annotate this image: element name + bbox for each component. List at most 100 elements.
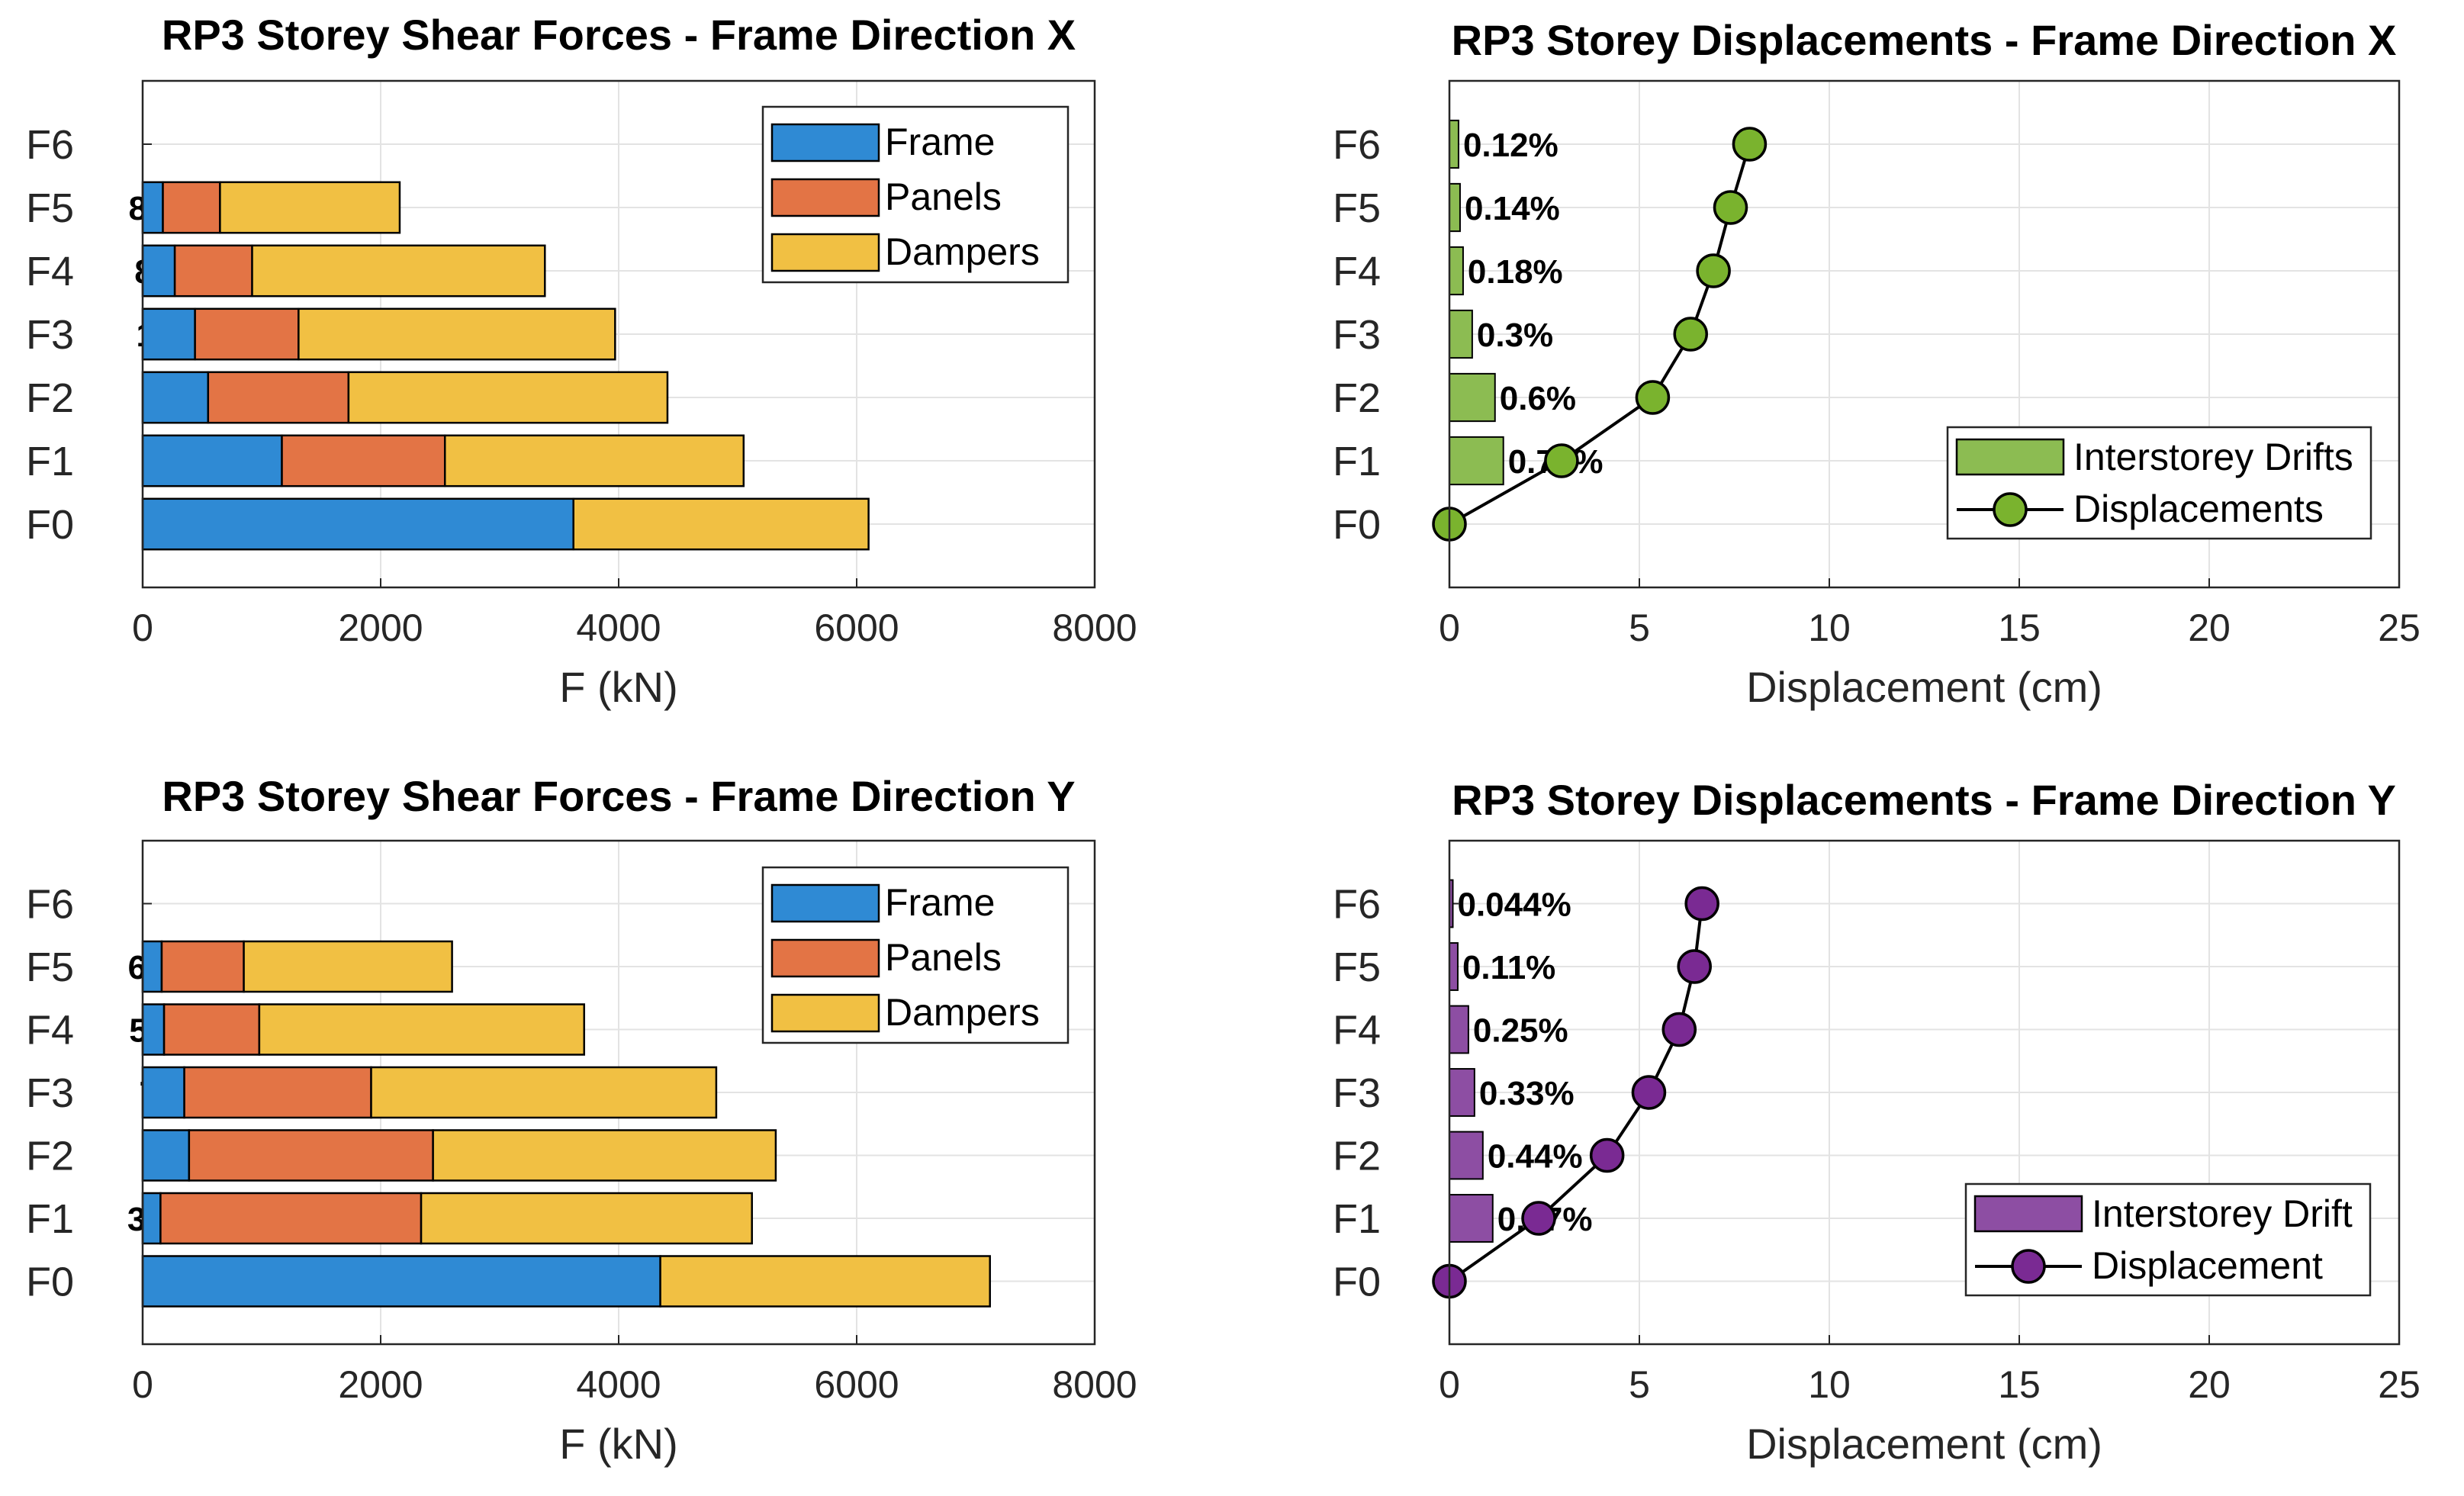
y-tick-label: F1 (1333, 439, 1381, 484)
axes-box (141, 839, 1096, 1346)
drift-bar-f5 (1449, 182, 1461, 233)
displacement-point-f1 (1544, 443, 1579, 478)
legend-entry: Dampers (885, 230, 1040, 273)
x-tick-label: 15 (1998, 1363, 2041, 1406)
x-tick-label: 0 (132, 606, 153, 649)
y-tick-label: F2 (1333, 1134, 1381, 1179)
x-tick-label: 0 (1439, 606, 1460, 649)
y-tick-label: F4 (26, 1008, 74, 1054)
bar-frame-f0 (141, 1255, 661, 1308)
bar-panels-f1 (159, 1192, 423, 1245)
y-tick-label: F3 (1333, 312, 1381, 358)
bar-panels-f3 (183, 1066, 372, 1119)
x-tick-label: 10 (1808, 606, 1851, 649)
y-tick-label: F6 (1333, 882, 1381, 928)
y-tick-label: F1 (1333, 1196, 1381, 1242)
displacement-point-f1 (1521, 1201, 1556, 1236)
displacement-point-f4 (1696, 253, 1731, 288)
x-axis-label: Displacement (cm) (1746, 663, 2102, 711)
legend-swatch-frame (770, 123, 880, 162)
axes-box (1448, 839, 2401, 1346)
displacement-point-f3 (1631, 1075, 1667, 1110)
drift-labels: 0.71%0.6%0.3%0.18%0.14%0.12% (1463, 127, 1604, 481)
drift-bar-f2 (1449, 1131, 1484, 1180)
x-tick-label: 20 (2188, 606, 2231, 649)
bar-panels-f2 (207, 371, 350, 424)
bar-dampers-f5 (243, 940, 453, 993)
chart-title: RP3 Storey Shear Forces - Frame Directio… (162, 11, 1076, 59)
legend-entry: Frame (885, 881, 995, 924)
y-tick-label: F4 (1333, 1008, 1381, 1054)
legend-entry: Displacement (2092, 1244, 2323, 1287)
displacement-point-f2 (1589, 1137, 1625, 1173)
legend-swatch-panels (770, 178, 880, 217)
legend-entry: Dampers (885, 991, 1040, 1034)
bar-frame-f2 (141, 371, 210, 424)
y-tick-label: F1 (26, 439, 74, 484)
legend-marker (1993, 492, 2028, 527)
legend-swatch-drift (1973, 1195, 2083, 1233)
bar-panels-f5 (160, 940, 245, 993)
x-axis-label: F (kN) (559, 1420, 678, 1468)
bar-dampers-f1 (443, 434, 745, 487)
x-tick-label: 4000 (576, 1363, 661, 1406)
drift-label: 0.25% (1473, 1012, 1568, 1050)
y-tick-label: F0 (26, 502, 74, 548)
x-tick-label: 25 (2378, 606, 2421, 649)
chart-4: 0 5 10 15 20 25 F0 F1 F2 F3 F4 F5 F6 Displacement (cm… (1333, 776, 2421, 1468)
bar-frame-f4 (141, 244, 176, 298)
legend-swatch-dampers (770, 233, 880, 272)
bar-dampers-f4 (258, 1003, 586, 1056)
bar-frame-f1 (141, 434, 283, 487)
bar-frame-f4 (141, 1003, 166, 1056)
drift-label: 0.12% (1463, 127, 1558, 164)
drift-label: 0.3% (1477, 317, 1553, 354)
y-tick-label: F2 (26, 375, 74, 421)
y-tick-label: F0 (1333, 502, 1381, 548)
legend: Interstorey Drift Displacement (1964, 1182, 2372, 1297)
displacement-point-f4 (1661, 1012, 1697, 1047)
bar-frame-f1 (141, 1192, 162, 1245)
x-tick-label: 0 (132, 1363, 153, 1406)
legend-swatch-frame (770, 883, 880, 923)
bar-dampers-f3 (298, 307, 616, 361)
bar-frame-f5 (141, 181, 164, 234)
y-tick-label: F6 (26, 122, 74, 168)
drift-bar-f3 (1449, 1068, 1475, 1117)
legend-entry: Panels (885, 175, 1002, 218)
bar-dampers-f0 (572, 497, 870, 551)
chart-title: RP3 Storey Displacements - Frame Directi… (1452, 776, 2396, 824)
y-tick-label: F4 (26, 249, 74, 294)
drift-label: 0.44% (1488, 1138, 1583, 1176)
legend: Frame Panels Dampers (761, 105, 1070, 284)
chart-title: RP3 Storey Shear Forces - Frame Directio… (162, 772, 1075, 820)
bar-panels-f5 (162, 181, 221, 234)
bar-dampers-f1 (420, 1192, 753, 1245)
legend: Interstorey Drifts Displacements (1946, 426, 2372, 540)
axes-box (141, 79, 1096, 589)
y-tick-label: F5 (26, 185, 74, 231)
drift-label: 0.18% (1468, 253, 1563, 291)
legend-swatch-panels (770, 938, 880, 978)
legend-entry: Panels (885, 936, 1002, 979)
drift-bar-f4 (1449, 1005, 1469, 1054)
bar-dampers-f5 (219, 181, 401, 234)
x-tick-label: 0 (1439, 1363, 1460, 1406)
y-tick-label: F3 (1333, 1070, 1381, 1116)
drift-label: 0.6% (1500, 380, 1576, 417)
chart-3: 0 2000 4000 6000 8000 F0 F1 F2 F3 F4 F5 F6 F (kN) RP3… (26, 772, 1137, 1468)
bar-panels-f4 (162, 1003, 261, 1056)
legend-swatch-dampers (770, 993, 880, 1033)
drift-label: 0.11% (1462, 949, 1555, 986)
x-tick-label: 15 (1998, 606, 2041, 649)
bar-frame-f5 (141, 940, 163, 993)
chart-2: 0 5 10 15 20 25 F0 F1 F2 F3 F4 F5 F6 Displacement (cm… (1333, 16, 2421, 711)
y-tick-label: F4 (1333, 249, 1381, 294)
displacement-point-f3 (1673, 317, 1708, 352)
legend-entry: Interstorey Drifts (2073, 436, 2353, 478)
drift-label: 0.14% (1465, 190, 1560, 227)
x-tick-label: 6000 (814, 606, 899, 649)
drift-bar-f2 (1449, 372, 1496, 423)
legend-entry: Displacements (2073, 487, 2324, 530)
